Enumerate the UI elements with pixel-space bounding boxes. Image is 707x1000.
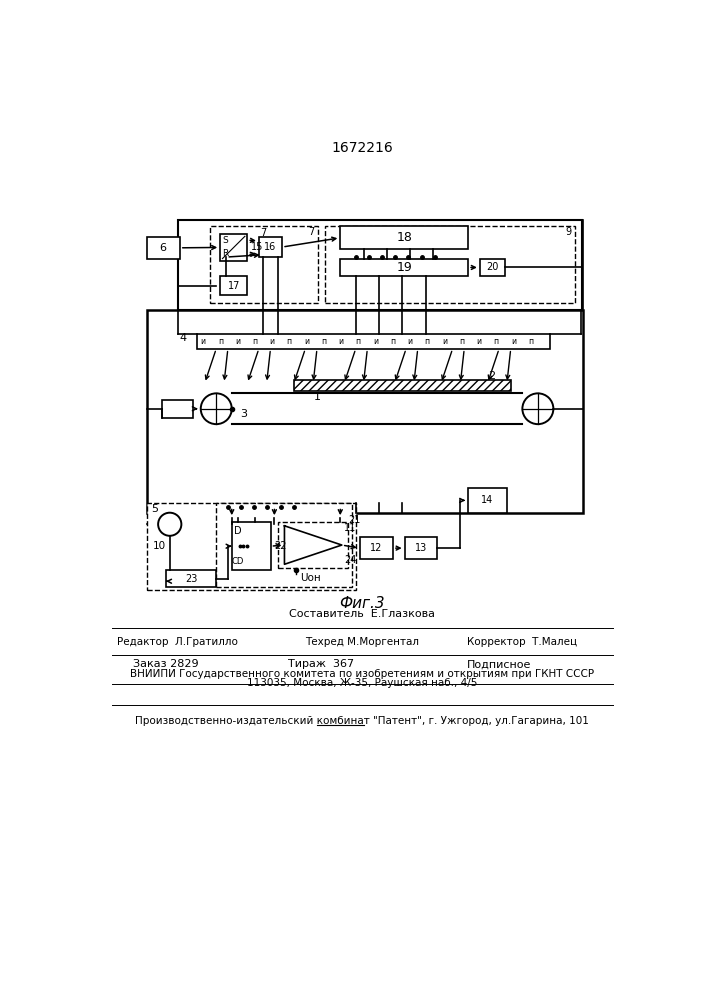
Bar: [480, 259, 505, 276]
Text: Заказ 2829: Заказ 2829: [133, 659, 199, 669]
Text: Производственно-издательский комбинат "Патент", г. Ужгород, ул.Гагарина, 101: Производственно-издательский комбинат "П…: [135, 716, 589, 726]
Bar: [340, 226, 468, 249]
Text: 7: 7: [260, 228, 267, 238]
Text: 18: 18: [396, 231, 412, 244]
Bar: [146, 503, 356, 590]
Text: 19: 19: [397, 261, 412, 274]
Text: Корректор  Т.Малец: Корректор Т.Малец: [467, 637, 578, 647]
Bar: [146, 310, 583, 513]
Bar: [259, 237, 282, 257]
Text: п: п: [321, 337, 327, 346]
Bar: [220, 234, 247, 261]
Text: Редактор  Л.Гратилло: Редактор Л.Гратилло: [117, 637, 238, 647]
Text: и: и: [407, 337, 412, 346]
Text: п: п: [528, 337, 533, 346]
Text: 1: 1: [313, 392, 320, 402]
Bar: [468, 488, 507, 513]
Bar: [162, 400, 193, 418]
Text: и: и: [339, 337, 344, 346]
Text: Техред М.Моргентал: Техред М.Моргентал: [305, 637, 419, 647]
Text: п: п: [287, 337, 292, 346]
Text: Uон: Uон: [300, 573, 321, 583]
Text: 12: 12: [370, 543, 382, 553]
Text: 6: 6: [160, 243, 167, 253]
Text: п: п: [356, 337, 361, 346]
Text: п: п: [252, 337, 257, 346]
Text: Тираж  367: Тираж 367: [288, 659, 354, 669]
Bar: [216, 503, 352, 587]
Text: Фиг.3: Фиг.3: [339, 596, 385, 611]
Text: и: и: [304, 337, 309, 346]
Text: 2: 2: [488, 371, 495, 381]
Text: 20: 20: [486, 262, 498, 272]
Text: 11: 11: [344, 523, 356, 533]
Text: CD: CD: [232, 557, 244, 566]
Text: п: п: [425, 337, 430, 346]
Text: 10: 10: [153, 541, 166, 551]
Text: Составитель  Е.Глазкова: Составитель Е.Глазкова: [289, 609, 435, 619]
Bar: [360, 537, 393, 559]
Text: 24: 24: [344, 555, 356, 565]
Bar: [325, 226, 575, 303]
Bar: [177, 220, 582, 310]
Bar: [232, 522, 271, 570]
Text: и: и: [373, 337, 378, 346]
Text: и: и: [477, 337, 481, 346]
Text: 16: 16: [264, 242, 276, 252]
Text: 13: 13: [415, 543, 427, 553]
Text: и: и: [235, 337, 240, 346]
Bar: [166, 570, 216, 587]
Text: 5: 5: [151, 504, 158, 514]
Bar: [293, 380, 510, 391]
Bar: [340, 259, 468, 276]
Text: S: S: [223, 236, 228, 245]
Bar: [404, 537, 437, 559]
Text: п: п: [390, 337, 395, 346]
Polygon shape: [284, 526, 341, 564]
Bar: [279, 522, 348, 568]
Text: и: и: [442, 337, 447, 346]
Text: и: и: [201, 337, 206, 346]
Bar: [210, 226, 317, 303]
Text: 7: 7: [308, 227, 315, 237]
Text: D: D: [234, 526, 242, 536]
Text: п: п: [218, 337, 223, 346]
Bar: [220, 276, 247, 295]
Text: п: п: [459, 337, 464, 346]
Text: 3: 3: [240, 409, 247, 419]
Bar: [146, 237, 180, 259]
Text: R: R: [223, 249, 228, 258]
Bar: [197, 334, 549, 349]
Text: 9: 9: [566, 227, 572, 237]
Text: Подписное: Подписное: [467, 659, 532, 669]
Text: 15: 15: [251, 242, 264, 252]
Text: 22: 22: [274, 541, 287, 551]
Text: 21: 21: [348, 515, 361, 525]
Text: 1672216: 1672216: [331, 141, 393, 155]
Text: 17: 17: [228, 281, 240, 291]
Text: п: п: [493, 337, 498, 346]
Text: 14: 14: [481, 495, 493, 505]
Text: ВНИИПИ Государственного комитета по изобретениям и открытиям при ГКНТ СССР: ВНИИПИ Государственного комитета по изоб…: [130, 669, 594, 679]
Text: и: и: [511, 337, 516, 346]
Text: и: и: [269, 337, 274, 346]
Text: 113035, Москва, Ж-35, Раушская наб., 4/5: 113035, Москва, Ж-35, Раушская наб., 4/5: [247, 678, 477, 688]
Text: 4: 4: [180, 333, 187, 343]
Text: 23: 23: [185, 574, 197, 584]
